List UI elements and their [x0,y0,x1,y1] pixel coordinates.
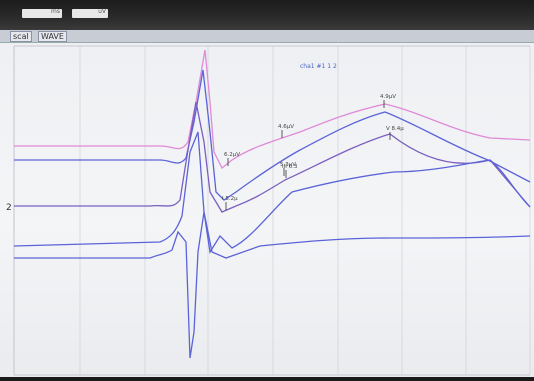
toolbar-field-1[interactable]: ms [22,8,62,18]
waveform-trace-3 [14,101,531,213]
waveform-trace-1 [14,49,531,170]
peak-marker-label: 5.3µV [280,162,296,168]
peak-markers: 4.9µV 4.6µV 6.2µV 5.3µV V 8.4µ III 6.3 I 5.2µ [222,94,404,210]
waveform-trace-2 [14,69,531,201]
top-toolbar: ms uV [0,0,534,30]
menu-bar: scal WAVE cha1 #1 1 2 [0,30,534,70]
menu-scal[interactable]: scal [10,31,32,42]
side-marker: 2 [6,203,12,213]
peak-marker-label: V 8.4µ [386,126,404,132]
waveform-trace-4 [13,131,531,254]
peak-marker-label: 4.9µV [380,94,396,100]
peak-marker-label: 4.6µV [278,124,294,130]
peak-marker-label: 6.2µV [224,152,240,158]
toolbar-field-2-label: uV [98,8,106,15]
waveform-traces [13,49,531,359]
menu-wave[interactable]: WAVE [38,31,67,42]
toolbar-field-1-label: ms [51,8,60,15]
waveform-panel: 4.9µV 4.6µV 6.2µV 5.3µV V 8.4µ III 6.3 I 5.2µ … [0,42,534,377]
plot-grid [13,45,531,376]
toolbar-field-2[interactable]: uV [72,8,108,18]
waveform-trace-5 [14,211,531,359]
peak-marker-label: I 5.2µ [222,196,238,202]
peak-marker-label: III 6.3 [282,164,298,170]
trace-title: cha1 #1 1 2 [300,63,337,70]
